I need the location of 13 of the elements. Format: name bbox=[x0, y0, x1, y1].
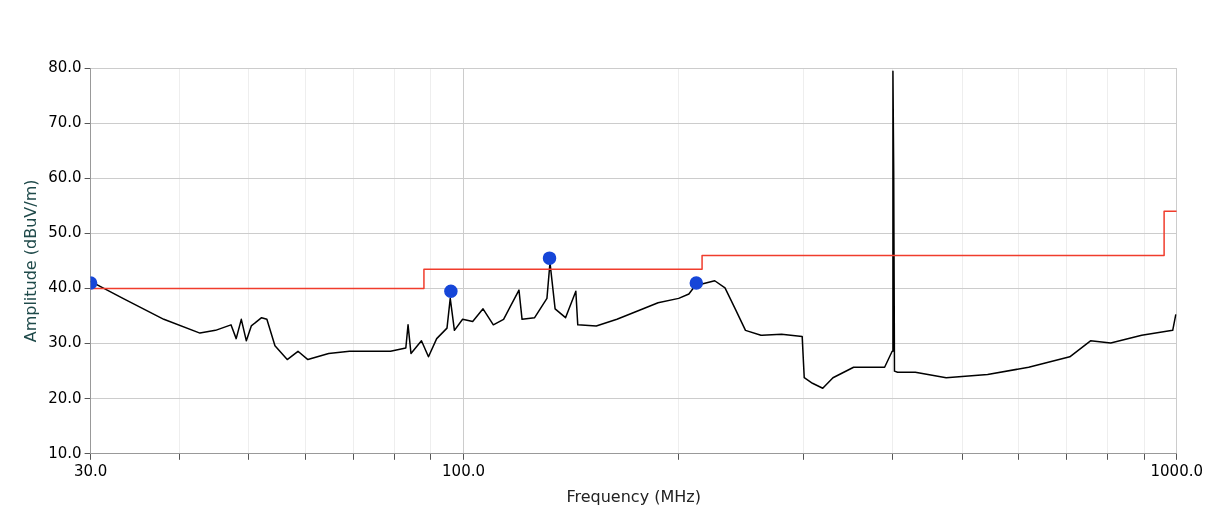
y-tick-label: 20.0 bbox=[48, 388, 82, 407]
x-tick-label: 100.0 bbox=[442, 461, 486, 480]
y-tick-label: 50.0 bbox=[48, 223, 82, 242]
x-axis-title: Frequency (MHz) bbox=[566, 486, 701, 506]
y-axis-title: Amplitude (dBuV/m) bbox=[20, 179, 40, 343]
x-tick-label: 30.0 bbox=[73, 461, 108, 480]
y-tick-label: 10.0 bbox=[48, 443, 82, 462]
y-tick-label: 30.0 bbox=[48, 333, 82, 352]
y-tick-label: 40.0 bbox=[48, 278, 82, 297]
y-tick-label: 60.0 bbox=[48, 168, 82, 187]
x-tick-label: 1000.0 bbox=[1150, 461, 1204, 480]
y-tick-label: 70.0 bbox=[48, 113, 82, 131]
y-tick-label: 80.0 bbox=[48, 57, 82, 76]
